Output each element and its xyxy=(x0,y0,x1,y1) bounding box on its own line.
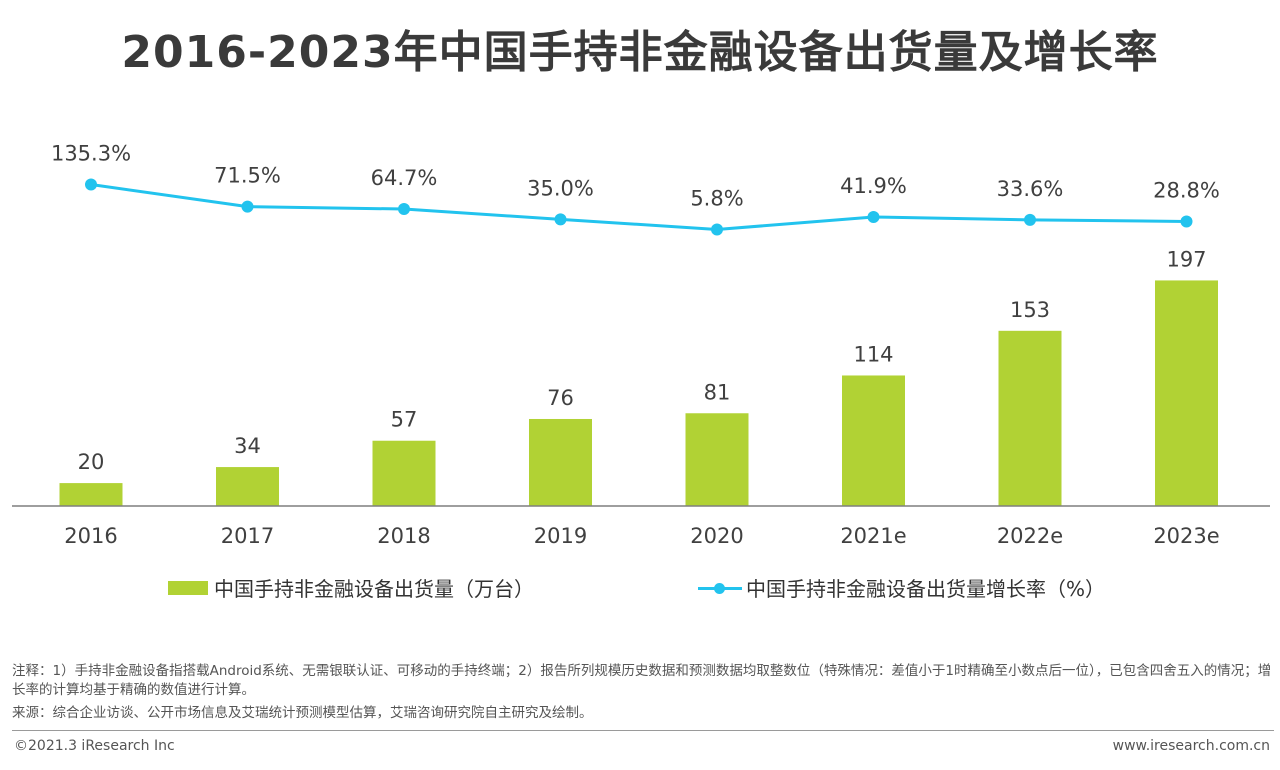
copyright-text: ©2021.3 iResearch Inc xyxy=(14,738,175,754)
bar-value-label: 76 xyxy=(547,386,574,410)
website-link[interactable]: www.iresearch.com.cn xyxy=(1112,738,1270,754)
growth-point-2017 xyxy=(241,200,254,213)
growth-value-label: 5.8% xyxy=(690,187,743,211)
growth-rate-line xyxy=(90,183,1187,232)
legend-swatch-bar xyxy=(168,580,208,595)
bar-data-labels: 20 34 57 76 81 114 153 197 xyxy=(78,247,1207,474)
line-series xyxy=(85,178,1193,236)
growth-point-2020 xyxy=(711,223,723,236)
bar-value-label: 57 xyxy=(391,408,418,432)
bar-2023e xyxy=(1155,280,1218,506)
bar-2018 xyxy=(372,440,436,506)
growth-point-2019 xyxy=(554,213,567,226)
bar-2016 xyxy=(59,483,123,506)
growth-value-label: 33.6% xyxy=(997,177,1064,201)
x-tick-2019: 2019 xyxy=(534,524,587,548)
growth-point-2016 xyxy=(85,178,97,191)
growth-point-2018 xyxy=(398,203,410,216)
x-tick-2018: 2018 xyxy=(377,524,430,548)
x-tick-labels: 2016 2017 2018 2019 2020 2021e 2022e 2023e xyxy=(64,524,1219,548)
bar-2021e xyxy=(842,375,905,506)
legend-item-line: 中国手持非金融设备出货量增长率（%） xyxy=(698,573,1105,602)
x-tick-2020: 2020 xyxy=(690,524,743,548)
legend-swatch-line xyxy=(698,581,742,595)
growth-value-label: 64.7% xyxy=(371,166,438,190)
legend-label-bar: 中国手持非金融设备出货量（万台） xyxy=(214,577,534,601)
growth-value-label: 71.5% xyxy=(214,164,281,188)
growth-point-2021e xyxy=(867,210,880,223)
bar-2022e xyxy=(998,330,1062,506)
x-tick-2016: 2016 xyxy=(64,524,117,548)
x-tick-2022e: 2022e xyxy=(997,524,1063,548)
bar-value-label: 114 xyxy=(853,342,893,366)
bar-2017 xyxy=(216,467,279,506)
growth-value-label: 35.0% xyxy=(527,176,594,200)
bar-value-label: 34 xyxy=(234,434,261,458)
chart-title: 2016-2023年中国手持非金融设备出货量及增长率 xyxy=(121,27,1159,78)
growth-value-label: 135.3% xyxy=(51,142,131,166)
growth-value-label: 28.8% xyxy=(1153,179,1220,203)
footer-divider xyxy=(12,730,1274,731)
line-data-labels: 135.3% 71.5% 64.7% 35.0% 5.8% 41.9% 33.6% 28.8% xyxy=(51,142,1220,211)
growth-point-2022e xyxy=(1024,213,1036,226)
bar-series xyxy=(59,280,1218,506)
x-tick-2017: 2017 xyxy=(221,524,274,548)
growth-value-label: 41.9% xyxy=(840,174,907,198)
bar-value-label: 20 xyxy=(78,450,105,474)
source-note: 来源：综合企业访谈、公开市场信息及艾瑞统计预测模型估算，艾瑞咨询研究院自主研究及… xyxy=(12,705,593,721)
x-tick-2023e: 2023e xyxy=(1153,524,1219,548)
x-tick-2021e: 2021e xyxy=(840,524,906,548)
footnote: 注释：1）手持非金融设备指搭载Android系统、无需银联认证、可移动的手持终端… xyxy=(12,663,1272,698)
bar-value-label: 197 xyxy=(1166,247,1206,271)
legend-item-bar: 中国手持非金融设备出货量（万台） xyxy=(168,573,534,602)
bar-2020 xyxy=(685,413,749,506)
bar-value-label: 81 xyxy=(704,380,731,404)
bar-value-label: 153 xyxy=(1010,298,1050,322)
bar-2019 xyxy=(529,418,592,506)
growth-point-2023e xyxy=(1180,215,1193,228)
legend-label-line: 中国手持非金融设备出货量增长率（%） xyxy=(746,577,1106,601)
chart-canvas: 20 34 57 76 81 114 153 197 2016 2017 2018 2019 2020… xyxy=(12,142,1270,548)
